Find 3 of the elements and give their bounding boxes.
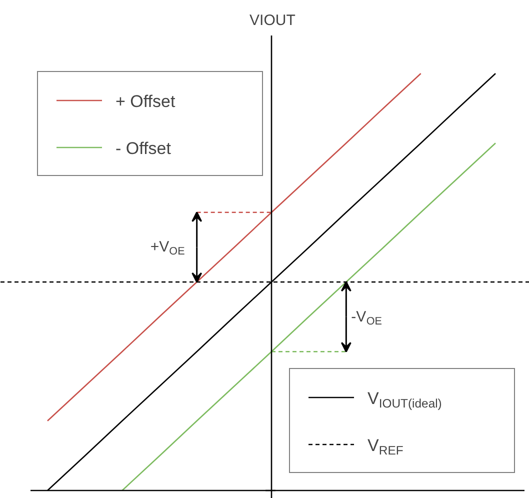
- y-axis-title: VIOUT: [250, 12, 296, 29]
- legend-label: - Offset: [116, 139, 172, 158]
- legend-label: + Offset: [116, 92, 176, 111]
